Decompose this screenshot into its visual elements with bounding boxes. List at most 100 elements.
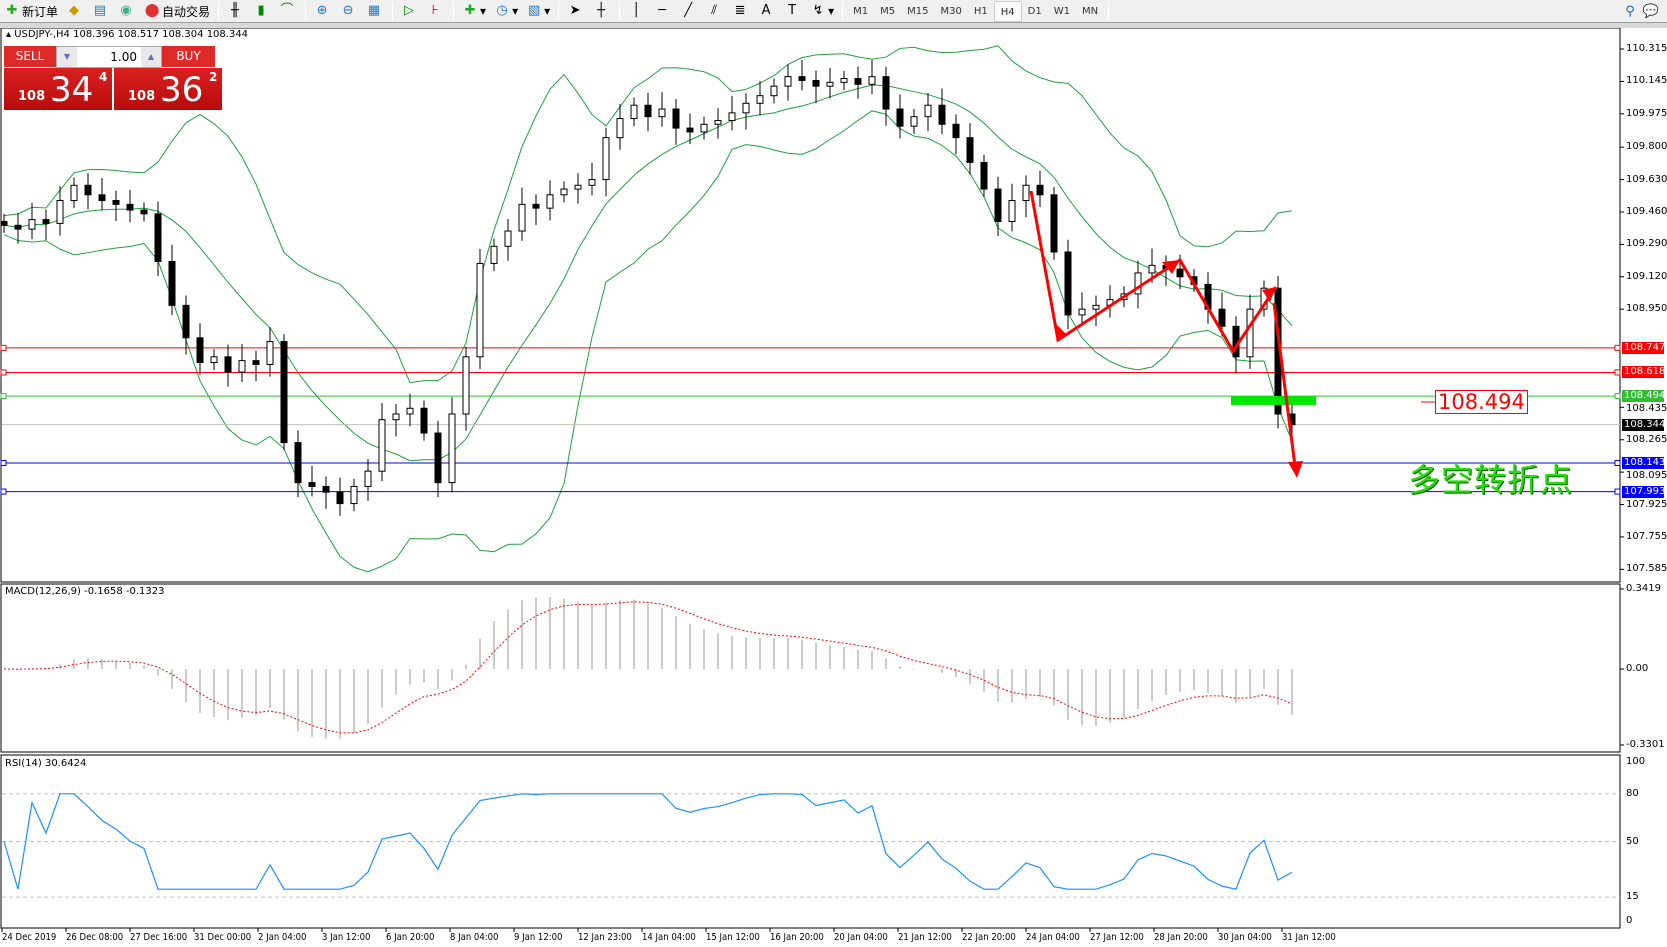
market-watch-button[interactable]: ◆ (62, 1, 88, 22)
separator (453, 2, 455, 20)
candlestick-button[interactable]: ▮ (249, 1, 275, 22)
sell-button[interactable]: SELL (4, 46, 56, 68)
candle (672, 99, 680, 145)
fibo-fan-button[interactable]: ≣ (728, 1, 754, 22)
indicators-button[interactable]: ✚ ▾ (458, 1, 490, 22)
time-tick-label: 14 Jan 04:00 (642, 932, 696, 943)
bear-candle-body (434, 432, 442, 484)
horizontal-line-button[interactable]: ─ (650, 1, 676, 22)
auto-scroll-icon: ▷ (404, 3, 415, 18)
timeframe-h1[interactable]: H1 (973, 5, 988, 17)
candle (1246, 294, 1254, 370)
bear-candle-body (938, 104, 946, 125)
cursor-button[interactable]: ➤ (563, 1, 589, 22)
arrowhead (1262, 287, 1276, 302)
candle (266, 327, 274, 377)
timeframe-m5[interactable]: M5 (880, 5, 896, 17)
timeframe-w1[interactable]: W1 (1053, 5, 1070, 17)
buy-button[interactable]: BUY (162, 46, 215, 68)
text-label-button[interactable]: T (780, 1, 806, 22)
price-tick-label: 108.950 (1626, 303, 1667, 315)
bull-candle-body (504, 230, 512, 247)
templates-button[interactable]: ▧ ▾ (527, 3, 551, 18)
auto-trading-button[interactable]: ⬤ 自动交易 (144, 3, 211, 19)
zoom-in-button[interactable]: ⊕ (310, 1, 336, 22)
bear-candle-body (952, 123, 960, 139)
sell-price[interactable]: 108 34 4 (4, 68, 112, 110)
price-annotation-label[interactable]: 108.494 (1435, 390, 1528, 414)
candle (224, 344, 232, 387)
tile-windows-button[interactable]: ▦ (362, 1, 388, 22)
periods-button[interactable]: ◷ ▾ (490, 1, 522, 22)
zoom-out-button[interactable]: ⊖ (336, 1, 362, 22)
crosshair-button[interactable]: ┼ (589, 1, 615, 22)
bull-candle-body (784, 76, 792, 87)
auto-scroll-button[interactable]: ▷ (397, 1, 423, 22)
bear-candle-body (882, 76, 890, 110)
candle (378, 402, 386, 482)
bear-candle-body (1176, 268, 1184, 278)
macd-pane (0, 583, 1621, 753)
trendline-button[interactable]: ╱ (676, 1, 702, 22)
candle (910, 109, 918, 134)
bar-chart-button[interactable]: ╫ (223, 1, 249, 22)
signals-icon: ◉ (120, 3, 132, 18)
candle (924, 93, 932, 132)
bull-candle-body (238, 360, 246, 373)
arrows-button[interactable]: ↯ ▾ (806, 1, 838, 22)
timeframe-d1[interactable]: D1 (1027, 5, 1042, 17)
bollinger-middle (3, 84, 1293, 462)
candle (630, 97, 638, 127)
bear-candle-body (168, 261, 176, 306)
community-icon[interactable]: 💬 (1642, 3, 1659, 19)
buy-price[interactable]: 108 36 2 (114, 68, 222, 110)
candle (112, 190, 120, 222)
line-handle (0, 369, 7, 376)
bear-candle-body (84, 184, 92, 196)
candle (994, 176, 1002, 236)
timeframe-mn[interactable]: MN (1081, 5, 1099, 17)
price-tag: 108.494 (1622, 390, 1666, 403)
line-chart-button[interactable]: ⌒ (275, 1, 301, 22)
signals-button[interactable]: ◉ (114, 1, 140, 22)
line-chart-icon: ⌒ (280, 3, 294, 18)
candle (196, 323, 204, 375)
bull-candle-body (840, 78, 848, 83)
lot-increase-button[interactable]: ▲ (141, 47, 161, 67)
sell-price-pips: 34 (50, 70, 94, 110)
fibonacci-button[interactable]: ⫽ (702, 1, 728, 22)
time-tick-label: 16 Jan 20:00 (770, 932, 824, 943)
lot-input[interactable]: 1.00 (110, 50, 137, 64)
vertical-line-button[interactable]: │ (624, 1, 650, 22)
candle (434, 420, 442, 498)
candle (1106, 285, 1114, 318)
vertical-line-icon: │ (632, 3, 641, 18)
buy-price-pips: 36 (160, 70, 204, 110)
data-window-button[interactable]: ▤ (88, 1, 114, 22)
bear-candle-body (112, 200, 120, 205)
search-icon[interactable]: ⚲ (1625, 3, 1635, 19)
bollinger-upper (3, 45, 1293, 384)
price-tick-label: 109.975 (1626, 107, 1667, 119)
sell-price-big-figure: 108 (18, 89, 46, 104)
line-handle (1614, 393, 1621, 400)
time-tick-label: 24 Jan 04:00 (1026, 932, 1080, 943)
zoom-in-icon: ⊕ (316, 3, 328, 18)
separator (392, 2, 394, 20)
chart-shift-button[interactable]: ⊦ (423, 1, 449, 22)
bear-candle-body (644, 104, 652, 118)
lot-decrease-button[interactable]: ▼ (57, 47, 77, 67)
candle (14, 213, 22, 244)
timeframe-m30[interactable]: M30 (940, 5, 962, 17)
bull-candle-body (742, 102, 750, 114)
timeframe-m15[interactable]: M15 (907, 5, 929, 17)
timeframe-m1[interactable]: M1 (853, 5, 869, 17)
macd-tick-label: -0.3301 (1626, 739, 1665, 750)
chart-window[interactable] (0, 28, 1667, 947)
timeframe-h4[interactable]: H4 (993, 0, 1022, 22)
rsi-tick-label: 50 (1626, 835, 1639, 847)
new-order-button[interactable]: ✚ 新订单 (0, 1, 62, 22)
bear-candle-body (126, 203, 134, 211)
text-button[interactable]: A (754, 1, 780, 22)
annotation-text[interactable]: 多空转折点 (1408, 461, 1574, 499)
